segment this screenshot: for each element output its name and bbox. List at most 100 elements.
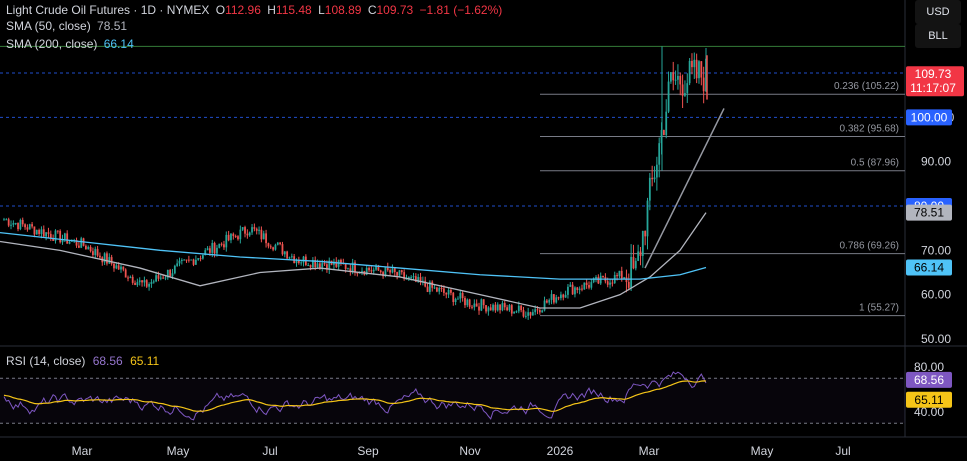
candle-body <box>227 234 230 241</box>
candle-body <box>454 298 457 303</box>
candle-body <box>129 276 132 279</box>
candle-body <box>96 248 99 256</box>
candle-body <box>567 286 569 295</box>
candle-body <box>211 242 214 253</box>
candle-body <box>190 259 193 261</box>
time-tick-label: Jul <box>262 444 277 458</box>
candle-body <box>691 60 693 68</box>
candle-body <box>557 297 560 299</box>
change-value: −1.81 (−1.62%) <box>419 3 503 17</box>
candle-body <box>258 229 260 231</box>
candle-body <box>150 282 153 285</box>
candle-body <box>225 234 228 248</box>
low-label: L <box>318 3 325 17</box>
close-label: C <box>367 3 377 17</box>
candle-body <box>33 226 36 235</box>
candle-body <box>522 310 525 317</box>
symbol-legend: Light Crude Oil Futures · 1D · NYMEX O11… <box>6 3 505 17</box>
candle-body <box>410 276 413 278</box>
candle-body <box>28 224 31 230</box>
currency-button[interactable]: USD <box>915 0 961 24</box>
time-tick-label: Jul <box>835 444 850 458</box>
price-badge-label: 78.51 <box>914 206 944 220</box>
candle-body <box>665 111 668 136</box>
candle-body <box>487 307 490 312</box>
candle-body <box>286 251 289 259</box>
candle-body <box>267 243 270 247</box>
candle-body <box>131 276 134 283</box>
candle-body <box>75 239 78 246</box>
candle-body <box>319 263 321 268</box>
time-tick-label: Mar <box>72 444 93 458</box>
candle-body <box>611 282 614 284</box>
candle-body <box>54 230 57 241</box>
time-tick-label: 2026 <box>547 444 574 458</box>
candle-body <box>279 242 282 245</box>
time-tick-label: May <box>167 444 190 458</box>
candle-body <box>658 143 661 165</box>
fib-level-label: 0.786 (69.26) <box>840 241 900 252</box>
rsi-ma-value: 65.11 <box>130 354 160 368</box>
rsi-tick-label: 80.00 <box>914 360 944 374</box>
candle-body <box>178 260 181 264</box>
candle-body <box>407 277 410 279</box>
sma200-legend[interactable]: SMA (200, close) 66.14 <box>6 37 137 51</box>
candle-body <box>290 256 293 258</box>
candle-body <box>553 294 555 303</box>
candle-body <box>115 265 118 269</box>
fib-level-label: 0.382 (95.68) <box>840 123 900 134</box>
candle-body <box>230 233 232 241</box>
candle-body <box>438 288 441 292</box>
candle-body <box>602 275 604 278</box>
candle-body <box>445 292 448 295</box>
candle-body <box>686 83 689 94</box>
candle-body <box>389 270 391 273</box>
high-value: 115.48 <box>275 3 312 17</box>
candle-body <box>506 307 508 311</box>
candle-body <box>354 262 356 273</box>
candle-body <box>85 245 87 250</box>
candle-body <box>340 259 342 263</box>
symbol-title: Light Crude Oil Futures · 1D · NYMEX <box>6 3 210 17</box>
rsi-value-badge-label: 68.56 <box>914 373 944 387</box>
candle-body <box>637 251 640 261</box>
candle-body <box>440 288 443 290</box>
candle-body <box>677 75 679 80</box>
rsi-legend[interactable]: RSI (14, close) 68.56 65.11 <box>6 354 163 368</box>
candle-body <box>155 275 157 282</box>
candle-body <box>61 238 64 243</box>
candle-body <box>386 266 389 271</box>
candle-body <box>127 277 129 279</box>
candle-body <box>223 244 225 248</box>
candle-body <box>213 242 216 254</box>
candle-body <box>326 264 328 270</box>
candle-body <box>3 219 5 221</box>
unit-button[interactable]: BLL <box>915 24 961 48</box>
candle-body <box>194 259 197 265</box>
candle-body <box>206 248 209 251</box>
candle-body <box>503 303 506 308</box>
candle-body <box>197 258 200 260</box>
sma50-value: 78.51 <box>97 19 128 33</box>
candle-body <box>623 277 625 279</box>
candle-body <box>681 84 684 96</box>
candle-body <box>644 230 647 237</box>
candle-body <box>482 299 485 306</box>
candle-body <box>581 288 583 290</box>
candle-body <box>466 299 469 306</box>
candle-body <box>248 232 251 236</box>
candle-body <box>106 253 108 264</box>
last-price-label: 109.73 <box>915 67 952 81</box>
candle-body <box>384 266 387 277</box>
time-tick-label: Mar <box>639 444 660 458</box>
candle-body <box>42 229 45 237</box>
candle-body <box>251 227 253 233</box>
candle-body <box>300 262 303 264</box>
sma50-legend[interactable]: SMA (50, close) 78.51 <box>6 19 130 33</box>
candle-body <box>693 59 696 68</box>
candle-body <box>63 233 66 239</box>
candle-body <box>269 246 272 248</box>
candle-body <box>241 227 244 230</box>
candle-body <box>543 300 546 311</box>
